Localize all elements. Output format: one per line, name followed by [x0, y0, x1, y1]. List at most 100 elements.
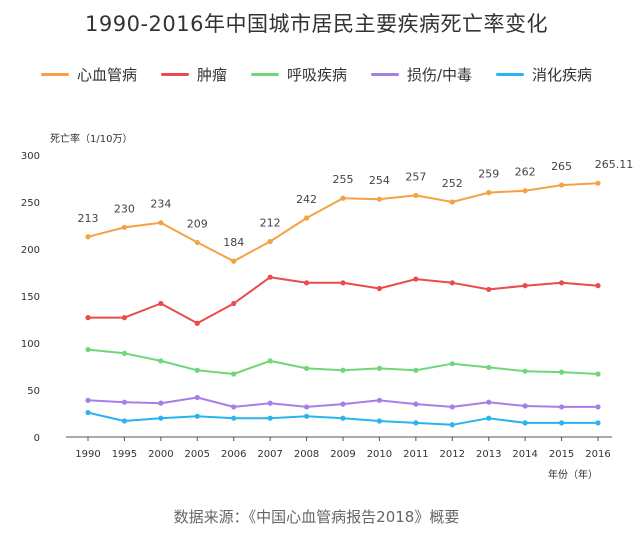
data-point: [522, 420, 528, 426]
y-tick-label: 50: [27, 386, 40, 397]
data-label: 257: [405, 170, 426, 183]
data-point: [376, 418, 383, 424]
data-point: [413, 276, 419, 282]
data-point: [595, 371, 601, 377]
legend-item-respiratory: 呼吸疾病: [250, 64, 347, 85]
x-tick-label: 2014: [512, 449, 537, 460]
legend-label: 肿瘤: [196, 66, 227, 84]
x-tick-label: 1995: [112, 449, 137, 460]
data-point: [595, 180, 601, 186]
x-tick-label: 2011: [403, 449, 428, 460]
x-tick-label: 2006: [221, 449, 246, 460]
data-point: [522, 368, 528, 374]
data-point: [449, 422, 455, 428]
data-label: 265.11: [595, 158, 633, 171]
data-point: [267, 415, 273, 421]
data-point: [231, 371, 237, 377]
x-tick-label: 2016: [585, 449, 610, 460]
series-line: [87, 182, 599, 263]
x-tick-label: 2015: [549, 449, 574, 460]
data-point: [522, 403, 528, 409]
x-tick-label: 2000: [148, 449, 173, 460]
data-point: [303, 365, 310, 371]
legend-item-cardiovascular: 心血管病: [40, 64, 137, 85]
data-point: [194, 413, 200, 419]
legend-swatch: [250, 73, 279, 76]
data-point: [449, 404, 455, 410]
data-point: [449, 280, 455, 286]
data-point: [194, 394, 200, 401]
data-label: 212: [260, 216, 281, 229]
legend-item-injury: 损伤/中毒: [370, 64, 472, 85]
data-label: 262: [515, 166, 536, 179]
data-label: 252: [442, 177, 463, 190]
data-point: [267, 358, 273, 364]
data-point: [121, 418, 128, 424]
data-point: [303, 280, 310, 286]
data-point: [85, 234, 91, 240]
legend: 心血管病 肿瘤 呼吸疾病 损伤/中毒 消化疾病: [0, 64, 633, 85]
y-tick-label: 200: [21, 245, 40, 256]
data-point: [121, 224, 128, 230]
legend-item-digestive: 消化疾病: [496, 64, 592, 85]
legend-item-tumor: 肿瘤: [160, 64, 227, 85]
data-point: [413, 367, 419, 373]
data-label: 242: [296, 193, 317, 206]
source-note: 数据来源：《中国心血管病报告2018》概要: [173, 508, 460, 526]
data-point: [303, 413, 310, 419]
data-point: [194, 367, 200, 373]
x-tick-label: 2009: [330, 449, 355, 460]
data-point: [158, 415, 164, 421]
data-point: [595, 404, 601, 410]
x-axis-label: 年份（年）: [548, 468, 598, 481]
chart-title: 1990-2016年中国城市居民主要疾病死亡率变化: [85, 12, 548, 36]
data-point: [85, 397, 91, 403]
data-point: [376, 285, 383, 292]
data-point: [449, 361, 455, 367]
data-point: [158, 358, 164, 364]
data-point: [121, 350, 128, 356]
data-point: [558, 369, 565, 375]
data-point: [413, 401, 419, 407]
data-point: [376, 196, 383, 202]
data-label: 209: [187, 217, 208, 230]
data-point: [486, 364, 492, 371]
legend-label: 呼吸疾病: [286, 66, 347, 84]
data-point: [194, 239, 200, 246]
data-point: [376, 365, 383, 371]
series-lines: [85, 180, 601, 428]
data-point: [121, 399, 128, 405]
y-tick-label: 250: [21, 198, 40, 209]
data-label: 259: [478, 168, 499, 181]
x-tick-label: 2008: [294, 449, 319, 460]
legend-swatch: [40, 73, 69, 76]
y-axis: 0 50 100 150 200 250 300: [21, 151, 40, 444]
data-point: [558, 182, 565, 188]
data-point: [231, 258, 237, 264]
x-tick-label: 1990: [75, 449, 100, 460]
data-point: [595, 420, 601, 426]
data-point: [413, 192, 419, 199]
data-point: [340, 195, 346, 201]
data-point: [340, 401, 346, 407]
data-point: [340, 367, 346, 373]
y-axis-label: 死亡率（1/10万）: [50, 132, 132, 145]
data-point: [194, 320, 200, 326]
legend-swatch: [160, 73, 189, 76]
x-tick-label: 2013: [476, 449, 501, 460]
data-label: 254: [369, 174, 390, 187]
data-point: [340, 280, 346, 286]
data-point: [522, 283, 528, 289]
data-point: [486, 399, 492, 405]
y-tick-label: 0: [34, 433, 40, 444]
data-label: 255: [333, 173, 354, 186]
data-point: [85, 409, 91, 416]
data-point: [486, 286, 492, 293]
data-point: [595, 283, 601, 289]
data-point: [267, 274, 273, 280]
y-tick-label: 150: [21, 292, 40, 303]
data-label: 234: [150, 198, 171, 211]
data-point: [558, 404, 565, 410]
x-tick-label: 2012: [440, 449, 465, 460]
